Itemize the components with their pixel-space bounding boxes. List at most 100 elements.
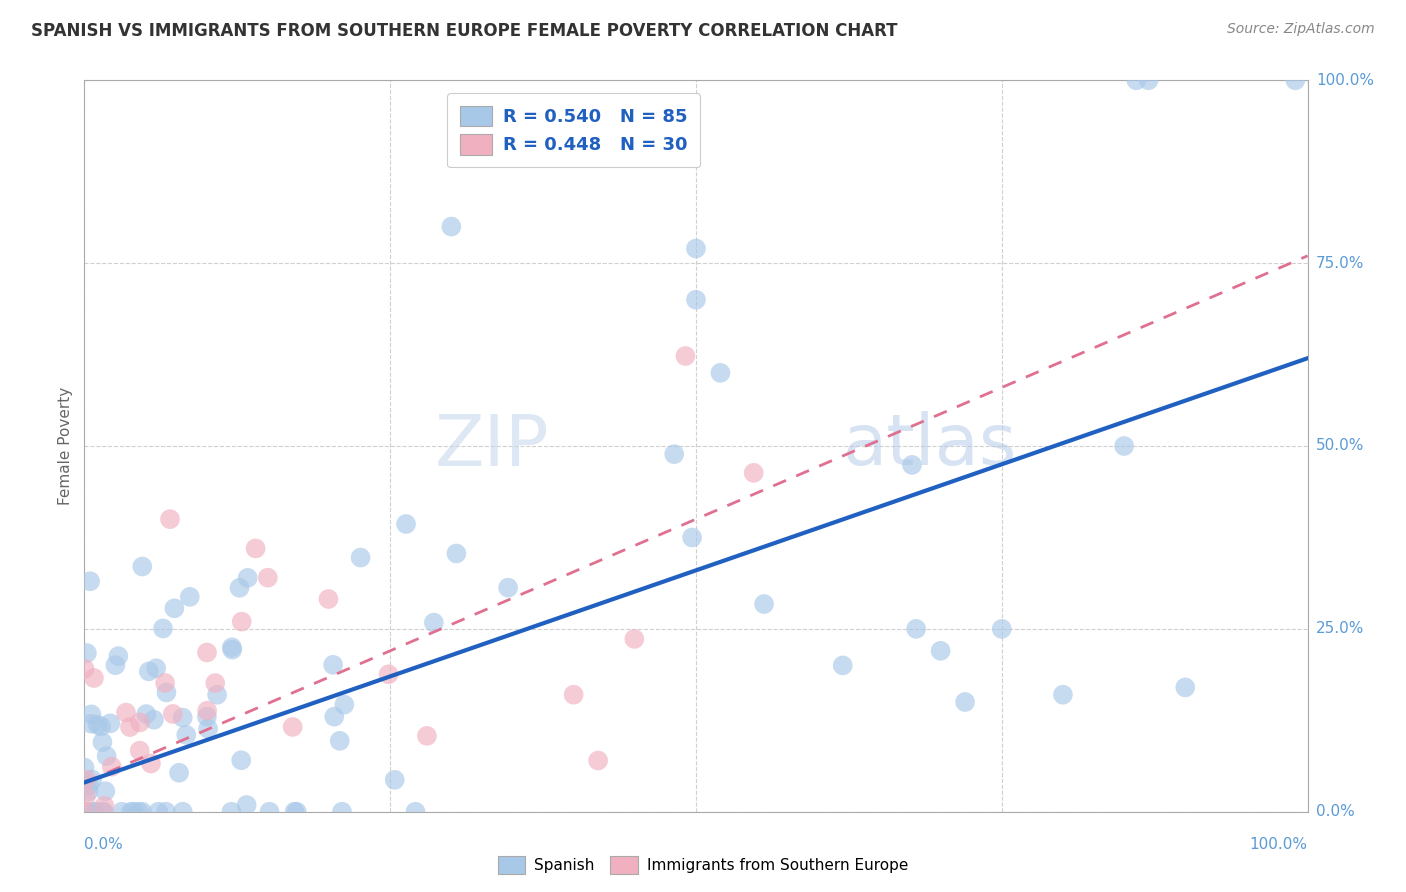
Point	[82, 772, 104, 787]
Text: SPANISH VS IMMIGRANTS FROM SOUTHERN EUROPE FEMALE POVERTY CORRELATION CHART: SPANISH VS IMMIGRANTS FROM SOUTHERN EURO…	[31, 22, 897, 40]
Point	[79, 574, 101, 589]
Point	[84, 805, 107, 819]
Point	[75, 772, 97, 787]
Point	[281, 720, 304, 734]
Point	[152, 622, 174, 636]
Point	[91, 735, 114, 749]
Point	[142, 713, 165, 727]
Point	[204, 676, 226, 690]
Point	[73, 805, 96, 819]
Point	[73, 662, 96, 676]
Point	[329, 734, 352, 748]
Point	[195, 645, 218, 659]
Point	[423, 615, 446, 630]
Point	[623, 632, 645, 646]
Point	[681, 531, 703, 545]
Point	[77, 778, 100, 792]
Point	[905, 622, 928, 636]
Point	[349, 550, 371, 565]
Point	[1114, 439, 1136, 453]
Point	[496, 581, 519, 595]
Point	[235, 797, 257, 812]
Point	[1052, 688, 1074, 702]
Point	[221, 805, 243, 819]
Point	[195, 709, 218, 723]
Point	[86, 717, 108, 731]
Point	[128, 805, 150, 819]
Point	[228, 581, 250, 595]
Point	[179, 590, 201, 604]
Point	[440, 219, 463, 234]
Point	[377, 667, 399, 681]
Point	[131, 805, 153, 819]
Point	[75, 789, 97, 804]
Point	[245, 541, 267, 556]
Point	[231, 615, 253, 629]
Point	[1174, 681, 1197, 695]
Point	[77, 784, 100, 798]
Point	[131, 559, 153, 574]
Point	[145, 661, 167, 675]
Point	[73, 761, 96, 775]
Point	[129, 715, 152, 730]
Point	[929, 644, 952, 658]
Point	[93, 798, 115, 813]
Text: 50.0%: 50.0%	[1316, 439, 1364, 453]
Point	[685, 293, 707, 307]
Point	[673, 349, 696, 363]
Legend: Spanish, Immigrants from Southern Europe: Spanish, Immigrants from Southern Europe	[492, 850, 914, 880]
Point	[685, 242, 707, 256]
Point	[236, 571, 259, 585]
Point	[333, 698, 356, 712]
Text: 0.0%: 0.0%	[84, 837, 124, 852]
Point	[155, 685, 177, 699]
Legend: R = 0.540   N = 85, R = 0.448   N = 30: R = 0.540 N = 85, R = 0.448 N = 30	[447, 93, 700, 167]
Point	[172, 805, 194, 819]
Text: 75.0%: 75.0%	[1316, 256, 1364, 270]
Point	[167, 765, 190, 780]
Y-axis label: Female Poverty: Female Poverty	[58, 387, 73, 505]
Point	[446, 546, 468, 560]
Point	[257, 571, 280, 585]
Point	[205, 688, 228, 702]
Point	[93, 805, 115, 819]
Point	[259, 805, 281, 819]
Point	[901, 458, 924, 472]
Point	[98, 716, 121, 731]
Point	[104, 658, 127, 673]
Point	[709, 366, 731, 380]
Point	[94, 784, 117, 798]
Point	[80, 707, 103, 722]
Point	[111, 805, 134, 819]
Point	[148, 805, 170, 819]
Point	[96, 749, 118, 764]
Point	[318, 592, 340, 607]
Point	[174, 728, 197, 742]
Point	[128, 744, 150, 758]
Point	[221, 642, 243, 657]
Point	[742, 466, 765, 480]
Point	[77, 805, 100, 819]
Point	[231, 753, 253, 767]
Point	[831, 658, 853, 673]
Point	[221, 640, 243, 655]
Point	[162, 706, 184, 721]
Point	[122, 805, 145, 819]
Point	[562, 688, 585, 702]
Text: ZIP: ZIP	[434, 411, 550, 481]
Point	[153, 676, 176, 690]
Point	[395, 516, 418, 531]
Point	[991, 622, 1014, 636]
Point	[80, 716, 103, 731]
Point	[285, 805, 308, 819]
Point	[172, 710, 194, 724]
Point	[195, 704, 218, 718]
Point	[416, 729, 439, 743]
Point	[107, 649, 129, 664]
Point	[330, 805, 353, 819]
Point	[284, 805, 307, 819]
Point	[84, 805, 107, 819]
Text: 25.0%: 25.0%	[1316, 622, 1364, 636]
Point	[404, 805, 426, 819]
Point	[135, 707, 157, 722]
